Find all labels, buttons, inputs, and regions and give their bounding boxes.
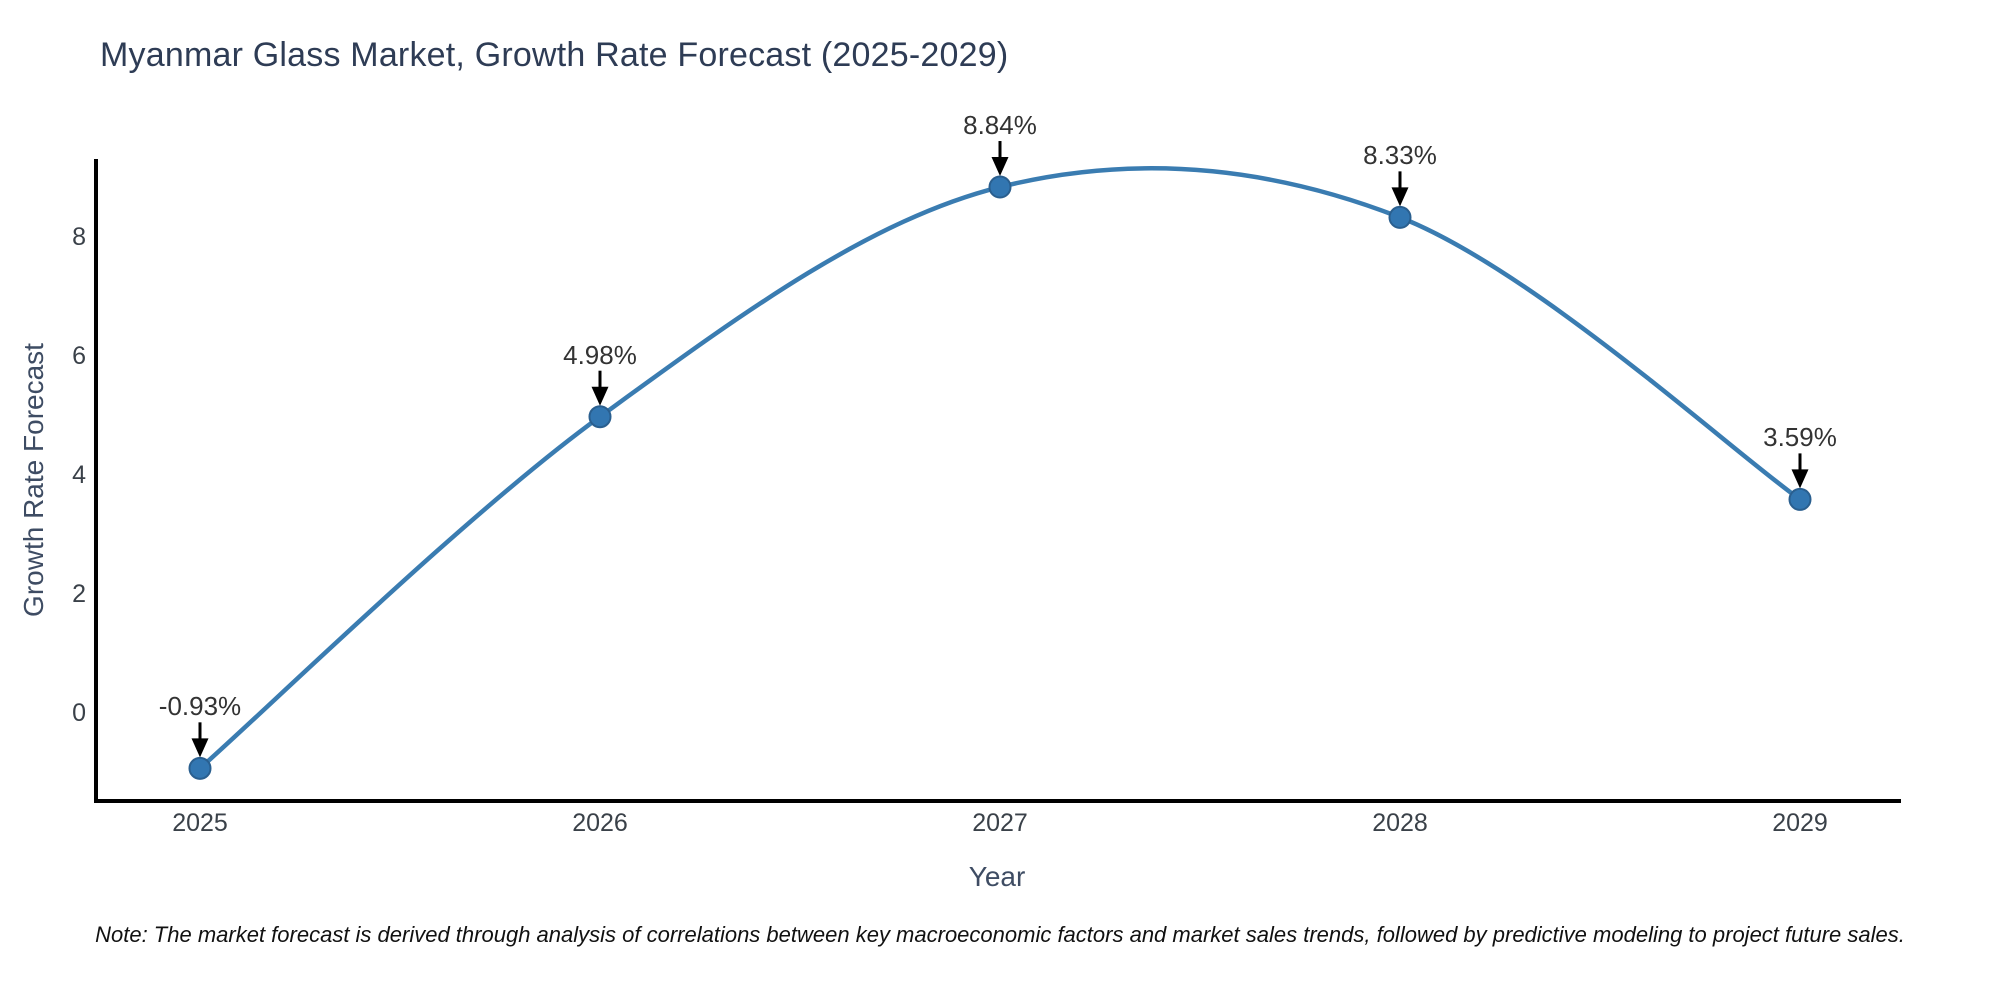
y-tick-label-4: 4 (72, 461, 86, 489)
y-tick-label-2: 2 (72, 580, 86, 608)
y-tick-label-0: 0 (72, 699, 86, 727)
data-point-marker-2029 (1788, 487, 1812, 511)
forecast-spline (198, 166, 1802, 771)
data-point-label-2026: 4.98% (563, 339, 637, 370)
x-axis-title: Year (968, 861, 1026, 892)
annotation-arrow-head (591, 386, 609, 406)
x-axis-spine (94, 799, 1901, 803)
data-point-marker-2025 (188, 756, 212, 780)
x-tick-label-2029: 2029 (1772, 809, 1828, 837)
y-tick-label-6: 6 (72, 342, 86, 370)
data-point-marker-2028 (1388, 205, 1412, 229)
annotation-arrow-head (1791, 469, 1809, 489)
x-tick-label-2026: 2026 (572, 809, 628, 837)
data-point-label-2027: 8.84% (963, 110, 1037, 141)
annotation-arrow-head (1391, 187, 1409, 207)
chart-title: Myanmar Glass Market, Growth Rate Foreca… (100, 36, 1009, 74)
data-point-label-2029: 3.59% (1763, 422, 1837, 453)
data-point-marker-2027 (988, 175, 1012, 199)
x-tick-label-2028: 2028 (1372, 809, 1428, 837)
y-tick-label-8: 8 (72, 223, 86, 251)
x-tick-label-2027: 2027 (972, 809, 1028, 837)
x-tick-label-2025: 2025 (172, 809, 228, 837)
annotation-arrow-head (991, 157, 1009, 177)
data-point-label-2025: -0.93% (158, 691, 242, 722)
data-point-label-2028: 8.33% (1363, 140, 1437, 171)
data-point-marker-2026 (588, 405, 612, 429)
footnote-text: Note: The market forecast is derived thr… (95, 922, 1905, 947)
y-axis-spine (94, 159, 98, 803)
annotation-arrow-head (191, 738, 209, 758)
